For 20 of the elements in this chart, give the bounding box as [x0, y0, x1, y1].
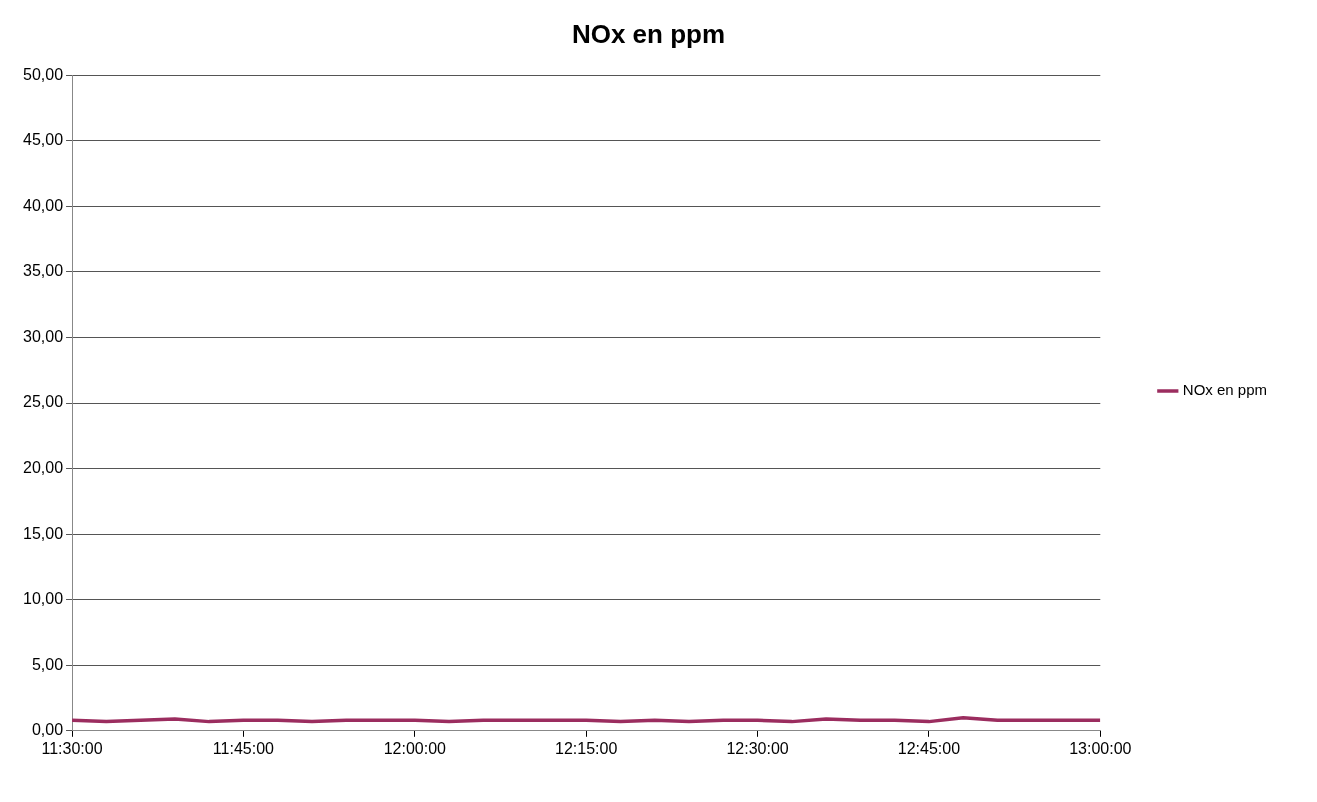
x-tick-label: 11:45:00	[212, 739, 275, 757]
y-tick-label: 0,00	[31, 721, 64, 739]
x-tick-label: 13:00:00	[1069, 739, 1132, 757]
y-tick-label: 40,00	[22, 196, 64, 214]
y-tick-label: 45,00	[22, 131, 64, 149]
y-tick-label: 25,00	[22, 393, 64, 411]
y-tick-label: 10,00	[22, 590, 64, 608]
x-tick-label: 12:30:00	[726, 739, 789, 757]
y-tick-label: 5,00	[31, 655, 64, 673]
x-tick-label: 12:45:00	[897, 739, 961, 757]
chart-title: NOx en ppm	[571, 18, 726, 49]
x-tick-label: 11:30:00	[41, 739, 103, 757]
y-tick-label: 15,00	[22, 524, 64, 542]
y-tick-label: 30,00	[22, 327, 64, 345]
y-tick-label: 35,00	[22, 262, 64, 280]
x-tick-label: 12:00:00	[383, 739, 447, 757]
y-tick-label: 50,00	[22, 65, 64, 83]
legend-label: NOx en ppm	[1182, 381, 1267, 399]
x-tick-label: 12:15:00	[555, 739, 618, 757]
y-tick-label: 20,00	[22, 458, 64, 476]
